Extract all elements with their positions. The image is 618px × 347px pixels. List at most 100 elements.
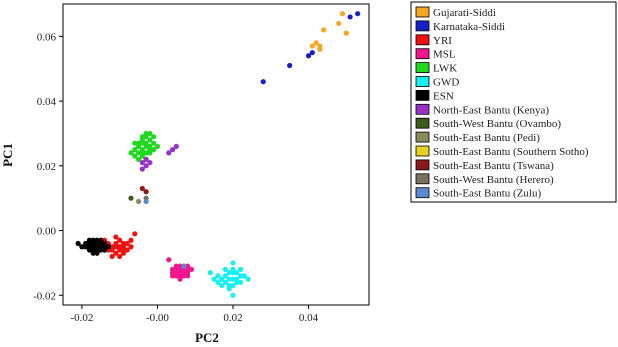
legend-label-esn: ESN bbox=[433, 90, 454, 102]
point-yri bbox=[117, 253, 123, 260]
legend-swatch-lwk bbox=[415, 62, 430, 73]
point-msl bbox=[169, 273, 176, 279]
point-esn bbox=[105, 244, 111, 250]
point-north-east-bantu-kenya bbox=[147, 159, 153, 166]
point-msl bbox=[188, 266, 195, 272]
point-gujarati-siddi bbox=[339, 11, 346, 17]
point-esn bbox=[86, 237, 93, 243]
point-yri bbox=[124, 240, 130, 247]
point-lwk bbox=[132, 153, 138, 159]
point-gwd bbox=[226, 286, 232, 292]
point-yri bbox=[113, 234, 119, 240]
point-msl bbox=[177, 270, 183, 276]
point-karnataka-siddi bbox=[309, 49, 315, 56]
x-axis-label: PC2 bbox=[195, 330, 219, 345]
point-esn bbox=[98, 244, 104, 250]
legend-swatch-south-east-bantu-southern-sotho bbox=[415, 145, 430, 157]
point-gwd bbox=[230, 292, 236, 298]
legend-swatch-south-west-bantu-ovambo bbox=[415, 117, 430, 129]
point-gwd bbox=[219, 276, 225, 282]
point-gwd bbox=[230, 260, 236, 266]
point-karnataka-siddi bbox=[355, 11, 361, 17]
legend-swatch-esn bbox=[415, 90, 430, 101]
point-esn bbox=[75, 240, 81, 247]
points-layer bbox=[75, 11, 361, 298]
point-lwk bbox=[143, 150, 149, 156]
legend-swatch-north-east-bantu-kenya bbox=[415, 103, 430, 115]
point-lwk bbox=[135, 150, 142, 156]
point-gwd bbox=[222, 279, 229, 285]
legend-label-gwd: GWD bbox=[433, 77, 459, 89]
point-north-east-bantu-kenya bbox=[166, 150, 172, 156]
y-axis-ticks: -0.02 0.00 0.02 0.04 0.06 bbox=[33, 31, 63, 302]
legend-label-south-east-bantu-southern-sotho: South-East Bantu (Southern Sotho) bbox=[433, 146, 589, 158]
legend: Gujarati-Siddi Karnataka-Siddi YRI MSL LWK GW… bbox=[415, 6, 589, 200]
legend-label-south-west-bantu-ovambo: South-West Bantu (Ovambo) bbox=[433, 118, 561, 130]
legend-swatch-yri bbox=[415, 34, 430, 46]
point-north-east-bantu-kenya bbox=[139, 159, 145, 166]
point-esn bbox=[90, 250, 96, 256]
legend-swatch-gwd bbox=[415, 76, 430, 87]
point-esn bbox=[94, 237, 100, 243]
point-gwd bbox=[234, 270, 240, 276]
point-gwd bbox=[237, 279, 244, 285]
point-msl bbox=[166, 257, 172, 263]
legend-label-south-east-bantu-tswana: South-East Bantu (Tswana) bbox=[433, 160, 554, 172]
point-south-east-bantu-zulu bbox=[143, 198, 149, 205]
point-south-east-bantu-zulu bbox=[181, 263, 187, 269]
legend-swatch-karnataka-siddi bbox=[415, 20, 430, 32]
point-esn bbox=[79, 244, 85, 250]
x-tick-label: 0.04 bbox=[299, 312, 319, 324]
point-yri bbox=[113, 250, 119, 256]
x-tick-label: -0.02 bbox=[70, 312, 93, 324]
point-yri bbox=[124, 247, 130, 253]
point-gwd bbox=[211, 276, 217, 282]
point-lwk bbox=[154, 143, 161, 150]
point-gujarati-siddi bbox=[321, 27, 327, 33]
point-lwk bbox=[128, 150, 134, 156]
legend-swatch-south-west-bantu-herero bbox=[415, 173, 430, 185]
legend-label-south-east-bantu-zulu: South-East Bantu (Zulu) bbox=[433, 188, 541, 200]
point-karnataka-siddi bbox=[287, 62, 293, 69]
point-gwd bbox=[237, 273, 244, 279]
point-lwk bbox=[132, 140, 138, 146]
point-gwd bbox=[234, 276, 240, 282]
point-msl bbox=[185, 273, 191, 279]
x-tick-label: -0.00 bbox=[146, 312, 169, 324]
point-gwd bbox=[237, 266, 244, 272]
point-yri bbox=[120, 240, 127, 247]
point-gwd bbox=[241, 273, 247, 279]
point-north-east-bantu-kenya bbox=[143, 156, 149, 162]
point-gwd bbox=[226, 276, 232, 282]
point-north-east-bantu-kenya bbox=[143, 163, 149, 169]
point-gwd bbox=[215, 279, 221, 285]
legend-box bbox=[410, 1, 617, 203]
point-yri bbox=[109, 253, 115, 260]
point-lwk bbox=[151, 140, 157, 146]
y-tick-label: -0.02 bbox=[33, 290, 56, 302]
point-lwk bbox=[139, 140, 145, 146]
point-south-east-bantu-tswana bbox=[143, 189, 149, 195]
point-karnataka-siddi bbox=[347, 14, 353, 20]
point-gwd bbox=[245, 276, 251, 282]
point-gwd bbox=[207, 270, 213, 276]
point-lwk bbox=[139, 134, 145, 140]
point-gujarati-siddi bbox=[343, 30, 349, 36]
legend-label-south-east-bantu-pedi: South-East Bantu (Pedi) bbox=[433, 132, 540, 144]
legend-label-gujarati-siddi: Gujarati-Siddi bbox=[433, 7, 496, 19]
point-lwk bbox=[143, 130, 149, 137]
point-north-east-bantu-kenya bbox=[169, 147, 176, 153]
legend-label-yri: YRI bbox=[433, 35, 452, 47]
point-esn bbox=[101, 240, 108, 247]
point-gwd bbox=[230, 282, 236, 289]
point-south-east-bantu-tswana bbox=[139, 185, 145, 192]
x-tick-label: 0.02 bbox=[223, 312, 242, 324]
plot-frame bbox=[62, 3, 370, 306]
point-lwk bbox=[135, 140, 142, 146]
point-gwd bbox=[222, 273, 229, 279]
point-yri bbox=[128, 237, 134, 243]
point-msl bbox=[173, 266, 179, 272]
point-esn bbox=[83, 240, 89, 247]
point-gwd bbox=[219, 282, 225, 289]
